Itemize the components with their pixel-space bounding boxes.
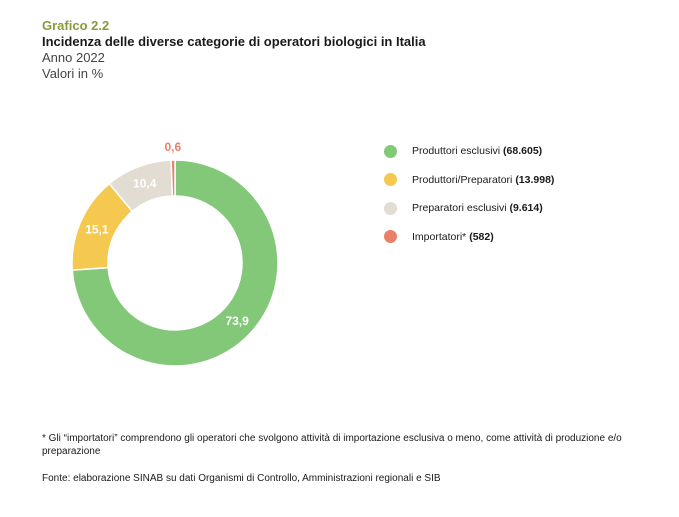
chart-header: Grafico 2.2 Incidenza delle diverse cate… <box>42 18 426 82</box>
source-note: Fonte: elaborazione SINAB su dati Organi… <box>42 473 441 484</box>
legend-label: Produttori esclusivi <box>412 145 501 157</box>
legend-swatch <box>384 201 397 215</box>
legend: Produttori esclusivi (68.605) Produttori… <box>384 144 554 258</box>
legend-count: (582) <box>469 230 494 243</box>
legend-item-produttori-esclusivi: Produttori esclusivi (68.605) <box>384 144 554 158</box>
figure-number: Grafico 2.2 <box>42 18 110 33</box>
legend-item-preparatori-esclusivi: Preparatori esclusivi (9.614) <box>384 201 554 215</box>
legend-count: (68.605) <box>503 145 543 157</box>
slice-produttori-esclusivi <box>71 159 279 367</box>
legend-item-produttori-preparatori: Produttori/Preparatori (13.998) <box>384 173 554 187</box>
chart-unit: Valori in % <box>42 66 104 81</box>
legend-swatch <box>384 144 397 158</box>
slice-label-produttori-preparatori: 15,1 <box>85 222 109 236</box>
chart-year: Anno 2022 <box>42 50 105 65</box>
legend-swatch <box>384 173 397 186</box>
legend-item-importatori: Importatori* (582) <box>384 230 554 244</box>
legend-label: Preparatori esclusivi <box>412 202 507 214</box>
footnote: * Gli “importatori” comprendono gli oper… <box>42 433 622 457</box>
legend-label: Produttori/Preparatori <box>412 173 513 186</box>
chart-title: Incidenza delle diverse categorie di ope… <box>42 34 426 49</box>
legend-count: (9.614) <box>509 202 543 214</box>
slice-importatori <box>170 159 176 197</box>
slice-label-produttori-esclusivi: 73,9 <box>225 314 249 328</box>
legend-swatch <box>384 230 397 243</box>
legend-label: Importatori* <box>412 230 467 243</box>
slice-label-preparatori-esclusivi: 10,4 <box>133 177 157 191</box>
slice-label-importatori: 0,6 <box>164 140 181 154</box>
legend-count: (13.998) <box>515 173 555 186</box>
